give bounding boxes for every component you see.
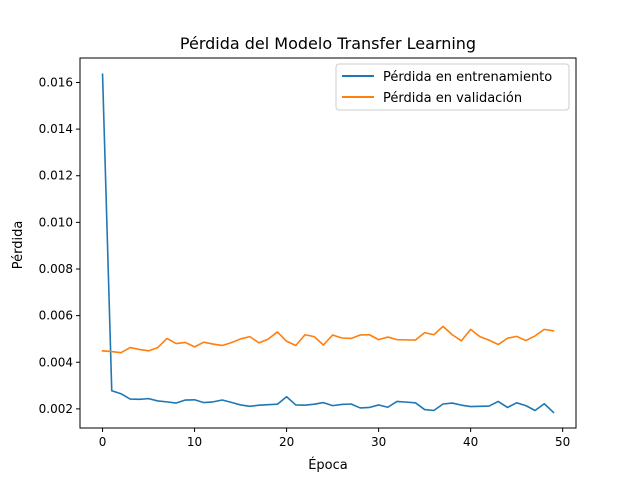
y-tick-label: 0.014 (39, 122, 73, 136)
legend-label-validation: Pérdida en validación (383, 91, 522, 106)
chart-title: Pérdida del Modelo Transfer Learning (180, 34, 476, 53)
legend: Pérdida en entrenamiento Pérdida en vali… (335, 63, 570, 111)
x-tick-label: 50 (555, 435, 570, 449)
plot-frame (79, 57, 577, 429)
y-tick-label: 0.016 (39, 75, 73, 89)
legend-label-training: Pérdida en entrenamiento (383, 70, 552, 85)
series-line-training (101, 73, 555, 414)
axis-ticks: 0 10 20 30 40 50 0.002 0.004 0.006 0.008 0.010 0.01… (39, 75, 571, 449)
y-tick-label: 0.010 (39, 215, 73, 229)
x-tick-label: 40 (463, 435, 478, 449)
y-tick-label: 0.012 (39, 169, 73, 183)
y-tick-label: 0.008 (39, 262, 73, 276)
y-axis-label: Pérdida (11, 221, 26, 270)
legend-box (335, 63, 570, 111)
y-tick-label: 0.006 (39, 309, 73, 323)
plot-lines (101, 73, 555, 414)
y-tick-label: 0.004 (39, 355, 73, 369)
x-axis-label: Época (308, 457, 348, 473)
x-tick-label: 0 (99, 435, 107, 449)
y-tick-label: 0.002 (39, 402, 73, 416)
x-tick-label: 20 (279, 435, 294, 449)
x-tick-label: 10 (187, 435, 202, 449)
series-line-validation (101, 325, 555, 354)
x-tick-label: 30 (371, 435, 386, 449)
